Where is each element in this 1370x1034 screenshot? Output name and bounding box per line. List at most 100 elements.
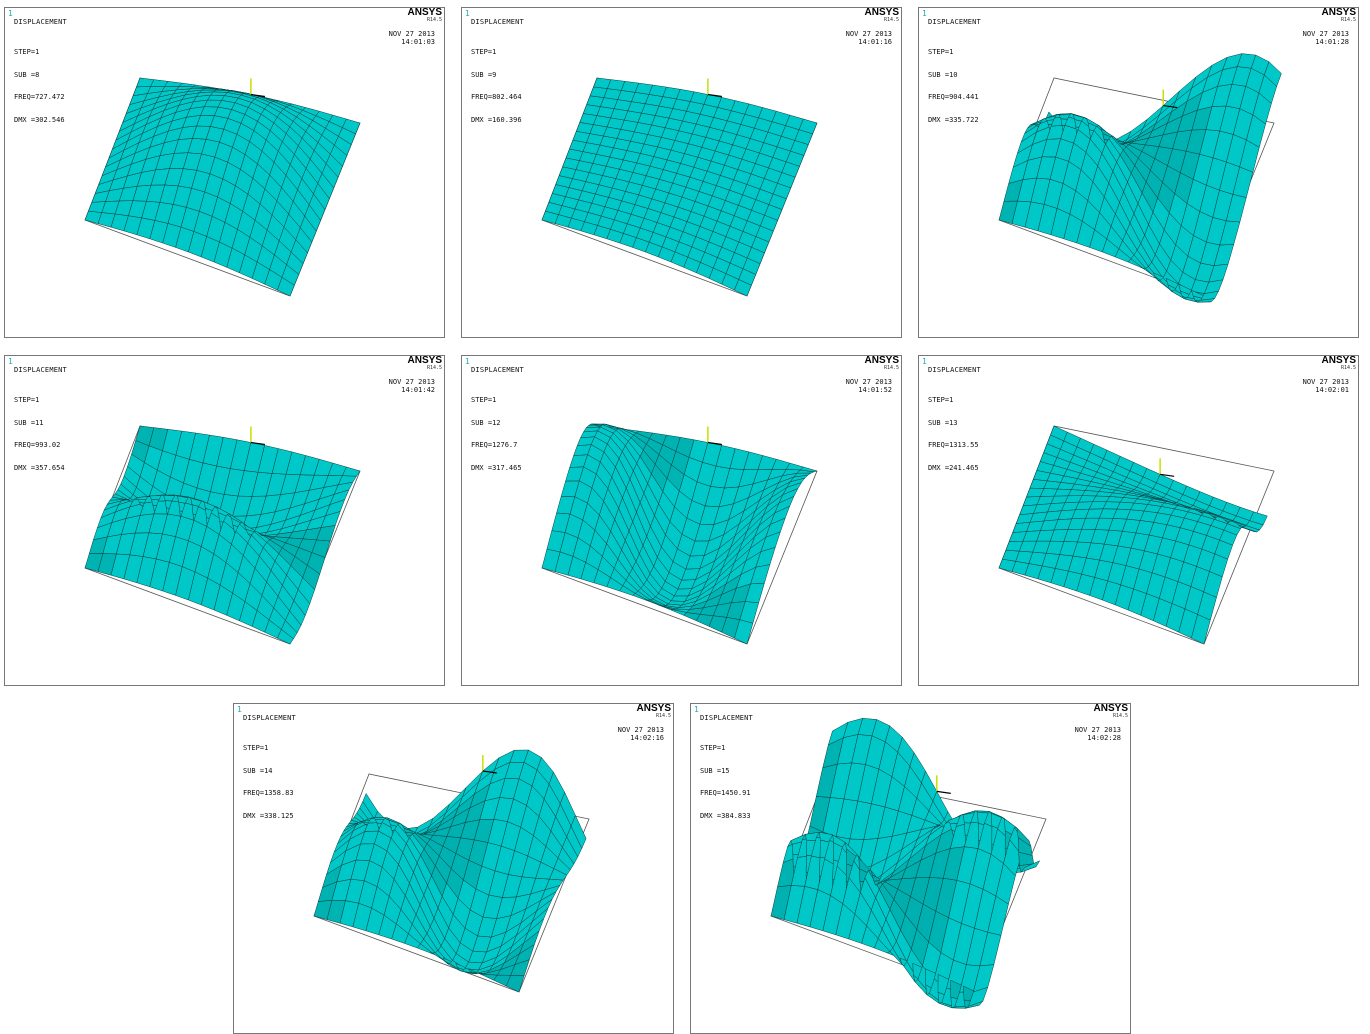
substep-value: SUB =15 — [700, 766, 730, 775]
window-number: 1 — [8, 357, 13, 366]
window-number: 1 — [237, 705, 242, 714]
ansys-logo: ANSYS — [1321, 355, 1356, 366]
plot-title: DISPLACEMENT — [928, 366, 981, 374]
dmx-value: DMX =335.722 — [928, 115, 979, 124]
release-label: R14.5 — [883, 17, 899, 23]
mesh-surface — [998, 53, 1282, 303]
mode-shape-panel: 1 ANSYS R14.5 DISPLACEMENT STEP=1 SUB =8… — [4, 7, 445, 338]
mode-shape-panel: 1 ANSYS R14.5 DISPLACEMENT STEP=1 SUB =1… — [461, 355, 902, 686]
step-value: STEP=1 — [14, 396, 40, 404]
result-info: STEP=1 SUB =12 FREQ=1276.7 DMX =317.465 — [471, 382, 522, 487]
dmx-value: DMX =160.396 — [471, 115, 522, 124]
timestamp: NOV 27 2013 14:01:16 — [846, 30, 892, 46]
window-number: 1 — [922, 9, 927, 18]
frequency-value: FREQ=904.441 — [928, 93, 979, 101]
result-info: STEP=1 SUB =14 FREQ=1358.83 DMX =338.125 — [243, 730, 294, 835]
mesh-element — [1020, 860, 1041, 873]
date-label: NOV 27 2013 — [388, 378, 435, 386]
dmx-value: DMX =241.465 — [928, 463, 979, 472]
deformed-mesh-plot — [84, 77, 361, 297]
axis-triad-icon — [936, 775, 951, 794]
mesh-element — [178, 82, 197, 88]
frequency-value: FREQ=1450.91 — [700, 789, 751, 797]
axis-triad-icon — [707, 78, 722, 98]
mode-shape-panel: 1 ANSYS R14.5 DISPLACEMENT STEP=1 SUB =1… — [690, 703, 1131, 1034]
mesh-surface — [770, 717, 1041, 1009]
mesh-element — [342, 466, 361, 477]
release-label: R14.5 — [1340, 17, 1356, 23]
release-label: R14.5 — [1340, 365, 1356, 371]
substep-value: SUB =13 — [928, 418, 958, 427]
mesh-surface — [84, 425, 361, 645]
ansys-logo: ANSYS — [1093, 703, 1128, 714]
substep-value: SUB =14 — [243, 766, 273, 775]
ansys-logo: ANSYS — [407, 355, 442, 366]
ansys-logo: ANSYS — [407, 7, 442, 18]
mesh-element — [570, 814, 587, 850]
ansys-logo: ANSYS — [864, 355, 899, 366]
plot-title: DISPLACEMENT — [14, 366, 67, 374]
date-label: NOV 27 2013 — [845, 30, 892, 38]
ansys-logo: ANSYS — [1321, 7, 1356, 18]
mesh-surface — [541, 77, 818, 297]
substep-value: SUB =10 — [928, 70, 958, 79]
plot-title: DISPLACEMENT — [700, 714, 753, 722]
deformed-mesh-plot — [84, 425, 361, 645]
timestamp: NOV 27 2013 14:02:28 — [1075, 726, 1121, 742]
release-label: R14.5 — [883, 365, 899, 371]
result-info: STEP=1 SUB =8 FREQ=727.472 DMX =302.546 — [14, 34, 65, 139]
time-label: 14:02:01 — [1315, 386, 1349, 394]
date-label: NOV 27 2013 — [845, 378, 892, 386]
frequency-value: FREQ=1313.55 — [928, 441, 979, 449]
mode-shape-panel: 1 ANSYS R14.5 DISPLACEMENT STEP=1 SUB =9… — [461, 7, 902, 338]
axis-triad-icon — [1162, 89, 1178, 109]
step-value: STEP=1 — [928, 48, 954, 56]
step-value: STEP=1 — [928, 396, 954, 404]
step-value: STEP=1 — [14, 48, 40, 56]
result-info: STEP=1 SUB =15 FREQ=1450.91 DMX =384.833 — [700, 730, 751, 835]
ansys-logo: ANSYS — [636, 703, 671, 714]
substep-value: SUB =11 — [14, 418, 44, 427]
dmx-value: DMX =302.546 — [14, 115, 65, 124]
axis-triad-icon — [482, 755, 497, 774]
substep-value: SUB =9 — [471, 70, 497, 79]
release-label: R14.5 — [426, 365, 442, 371]
mode-shape-panel: 1 ANSYS R14.5 DISPLACEMENT STEP=1 SUB =1… — [4, 355, 445, 686]
frequency-value: FREQ=802.464 — [471, 93, 522, 101]
frequency-value: FREQ=1358.83 — [243, 789, 294, 797]
axis-triad-icon — [250, 78, 265, 98]
release-label: R14.5 — [426, 17, 442, 23]
frequency-value: FREQ=1276.7 — [471, 441, 518, 449]
release-label: R14.5 — [655, 713, 671, 719]
time-label: 14:01:52 — [858, 386, 892, 394]
step-value: STEP=1 — [243, 744, 269, 752]
axis-triad-icon — [250, 426, 265, 446]
mesh-surface — [998, 425, 1268, 645]
mesh-element — [1264, 61, 1282, 87]
mode-shape-panel: 1 ANSYS R14.5 DISPLACEMENT STEP=1 SUB =1… — [918, 355, 1359, 686]
ansys-logo: ANSYS — [864, 7, 899, 18]
date-label: NOV 27 2013 — [617, 726, 664, 734]
timestamp: NOV 27 2013 14:01:52 — [846, 378, 892, 394]
date-label: NOV 27 2013 — [1074, 726, 1121, 734]
date-label: NOV 27 2013 — [1302, 378, 1349, 386]
frequency-value: FREQ=993.02 — [14, 441, 61, 449]
mesh-element — [342, 118, 361, 135]
time-label: 14:01:16 — [858, 38, 892, 46]
mesh-surface — [84, 77, 361, 297]
dmx-value: DMX =338.125 — [243, 811, 294, 820]
mesh-element — [799, 466, 818, 473]
timestamp: NOV 27 2013 14:01:28 — [1303, 30, 1349, 46]
dmx-value: DMX =384.833 — [700, 811, 751, 820]
timestamp: NOV 27 2013 14:01:42 — [389, 378, 435, 394]
step-value: STEP=1 — [471, 396, 497, 404]
mesh-surface — [313, 749, 587, 993]
deformed-mesh-plot — [541, 77, 818, 297]
time-label: 14:01:03 — [401, 38, 435, 46]
mesh-element — [798, 118, 818, 135]
window-number: 1 — [922, 357, 927, 366]
window-number: 1 — [465, 9, 470, 18]
result-info: STEP=1 SUB =11 FREQ=993.02 DMX =357.654 — [14, 382, 65, 487]
substep-value: SUB =8 — [14, 70, 40, 79]
deformed-mesh-plot — [998, 425, 1275, 645]
